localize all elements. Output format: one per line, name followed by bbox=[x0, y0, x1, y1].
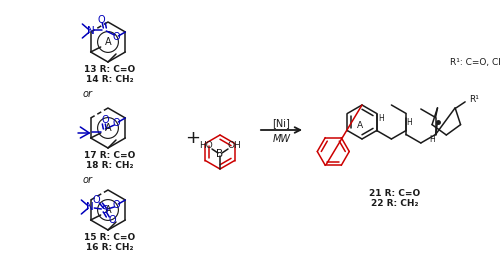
Text: O: O bbox=[112, 118, 120, 128]
Text: OH: OH bbox=[227, 141, 241, 150]
Text: +: + bbox=[186, 129, 200, 147]
Text: or: or bbox=[83, 175, 93, 185]
Text: HO: HO bbox=[199, 141, 213, 150]
Text: 17 R: C=O: 17 R: C=O bbox=[84, 152, 136, 160]
Text: 14 R: CH₂: 14 R: CH₂ bbox=[86, 75, 134, 84]
Text: [Ni]: [Ni] bbox=[272, 118, 290, 128]
Text: A: A bbox=[357, 120, 363, 129]
Text: or: or bbox=[83, 89, 93, 99]
Text: 13 R: C=O: 13 R: C=O bbox=[84, 66, 136, 75]
Text: A: A bbox=[104, 205, 112, 215]
Text: O: O bbox=[108, 215, 116, 225]
Text: A: A bbox=[104, 123, 112, 133]
Text: H: H bbox=[378, 114, 384, 123]
Text: 16 R: CH₂: 16 R: CH₂ bbox=[86, 243, 134, 252]
Text: O: O bbox=[112, 32, 120, 42]
Text: N: N bbox=[88, 26, 95, 36]
Text: H: H bbox=[430, 135, 436, 144]
Text: O: O bbox=[92, 195, 100, 205]
Text: H: H bbox=[406, 118, 412, 127]
Text: R¹: C=O, CH₂: R¹: C=O, CH₂ bbox=[450, 58, 500, 67]
Text: MW: MW bbox=[272, 134, 290, 144]
Text: 15 R: C=O: 15 R: C=O bbox=[84, 233, 136, 243]
Text: B: B bbox=[216, 149, 224, 159]
Text: N: N bbox=[86, 202, 94, 212]
Text: A: A bbox=[104, 37, 112, 47]
Text: 18 R: CH₂: 18 R: CH₂ bbox=[86, 160, 134, 169]
Text: O: O bbox=[102, 115, 109, 125]
Text: S: S bbox=[101, 205, 107, 215]
Text: 22 R: CH₂: 22 R: CH₂ bbox=[371, 199, 419, 208]
Text: O: O bbox=[112, 200, 120, 210]
Text: O: O bbox=[98, 15, 105, 25]
Text: R¹: R¹ bbox=[469, 95, 479, 104]
Text: 21 R: C=O: 21 R: C=O bbox=[370, 188, 420, 197]
